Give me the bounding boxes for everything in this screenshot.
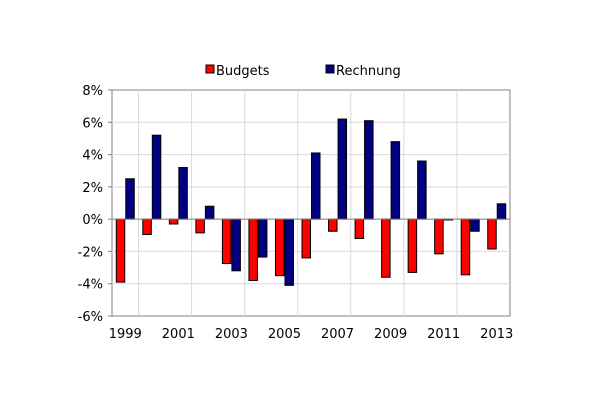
x-tick-label: 2003 — [215, 327, 248, 342]
bar-rechnung-2013 — [496, 203, 507, 220]
bar-rechnung-2009 — [390, 141, 401, 220]
bar-rechnung-2010 — [417, 160, 427, 220]
y-tick-label: -6% — [78, 310, 103, 325]
bar-rechnung-2000 — [151, 134, 162, 220]
bar-rechnung-2012 — [470, 218, 480, 232]
bar-rechnung-2008 — [364, 120, 374, 220]
bar-rechnung-2001 — [178, 166, 188, 220]
y-tick-label: -4% — [78, 278, 103, 293]
bar-budgets-2006 — [301, 218, 311, 259]
bar-budgets-1999 — [115, 218, 126, 283]
y-tick-label: 4% — [82, 149, 103, 164]
y-tick-label: 0% — [82, 213, 103, 228]
bar-budgets-2011 — [434, 218, 444, 255]
bar-budgets-2004 — [248, 218, 258, 281]
bar-budgets-2000 — [142, 218, 152, 235]
x-tick-label: 2001 — [162, 327, 195, 342]
bar-budgets-2005 — [274, 218, 285, 277]
legend-label-budgets: Budgets — [216, 64, 270, 79]
y-tick-label: -2% — [78, 245, 103, 260]
bar-rechnung-2006 — [311, 152, 321, 220]
x-tick-label: 2013 — [480, 327, 513, 342]
x-tick-label: 2005 — [268, 327, 301, 342]
legend-swatch-rechnung — [325, 64, 335, 74]
x-tick-label: 2011 — [427, 327, 460, 342]
legend-swatch-budgets — [205, 64, 215, 74]
x-axis: 1999 2001 2003 2005 2007 2009 2011 2013 — [109, 327, 514, 342]
bar-budgets-2007 — [328, 218, 338, 232]
bar-budgets-2010 — [407, 218, 418, 273]
bar-budgets-2009 — [381, 218, 391, 278]
y-tick-label: 2% — [82, 181, 103, 196]
y-tick-label: 8% — [82, 84, 103, 99]
bar-budgets-2003 — [221, 218, 232, 265]
y-tick-label: 6% — [82, 116, 103, 131]
gridlines — [112, 90, 510, 316]
legend-label-rechnung: Rechnung — [336, 64, 401, 79]
x-tick-label: 2007 — [321, 327, 354, 342]
bar-rechnung-2002 — [204, 205, 215, 220]
bar-rechnung-2005 — [284, 218, 294, 286]
bars — [112, 118, 510, 286]
bar-rechnung-2007 — [337, 118, 348, 220]
bar-budgets-2012 — [460, 218, 471, 276]
y-axis: -6% -4% -2% 0% 2% 4% 6% 8% — [78, 84, 112, 325]
bar-rechnung-2003 — [231, 218, 241, 272]
bar-rechnung-2004 — [257, 218, 268, 258]
bar-budgets-2002 — [195, 218, 205, 234]
bar-budgets-2013 — [487, 218, 497, 250]
bar-rechnung-1999 — [125, 178, 135, 220]
legend: Budgets Rechnung — [205, 64, 401, 79]
x-tick-label: 1999 — [109, 327, 142, 342]
bar-budgets-2008 — [354, 218, 365, 240]
bar-budgets-2001 — [168, 218, 179, 225]
x-tick-label: 2009 — [374, 327, 407, 342]
